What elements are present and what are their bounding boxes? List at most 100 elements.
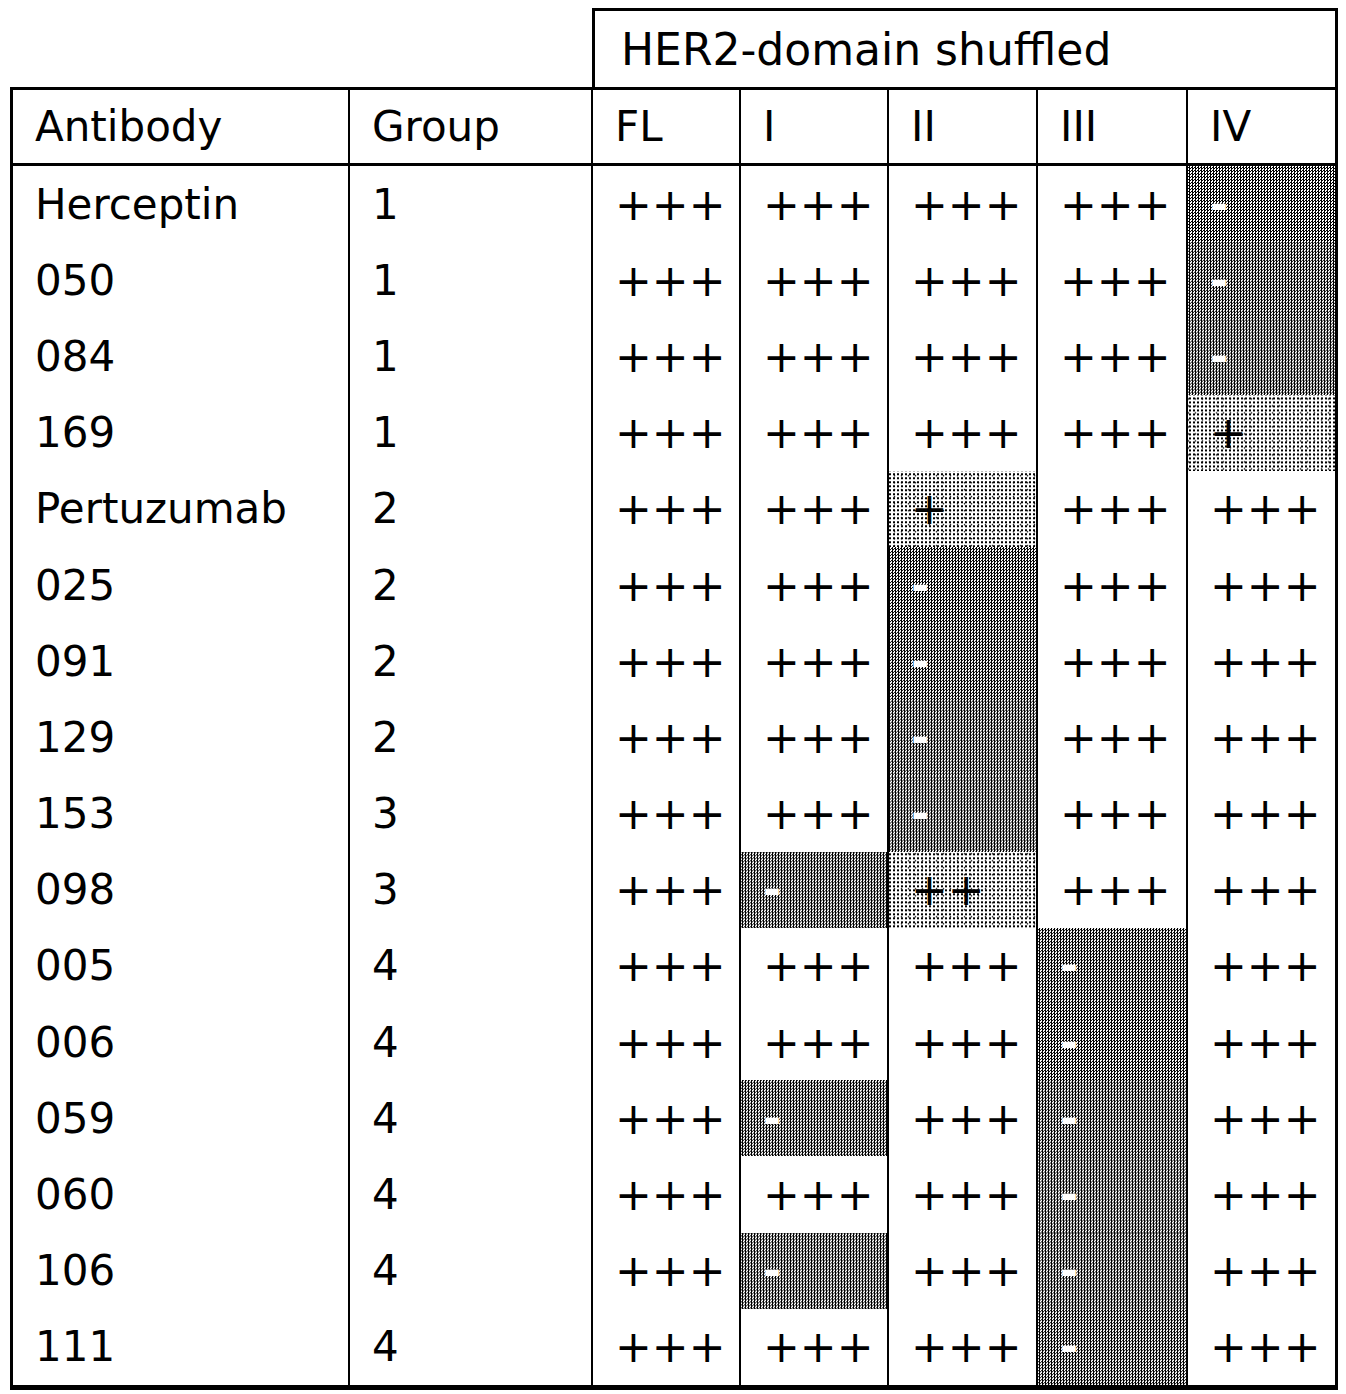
result-cell-iv: -: [1188, 242, 1335, 318]
spanning-header-label: HER2-domain shuffled: [621, 24, 1111, 75]
result-cell-iv: +: [1188, 395, 1335, 471]
result-cell-ii: +: [889, 471, 1038, 547]
antibody-name: 005: [13, 928, 350, 1004]
antibody-name: 050: [13, 242, 350, 318]
result-cell-iii: -: [1038, 1004, 1188, 1080]
group-number: 3: [350, 776, 593, 852]
antibody-name: 006: [13, 1004, 350, 1080]
result-cell-ii: +++: [889, 166, 1038, 242]
antibody-name: 060: [13, 1156, 350, 1232]
group-number: 2: [350, 699, 593, 775]
result-cell-fl: +++: [593, 852, 741, 928]
result-cell-ii: -: [889, 776, 1038, 852]
antibody-name: 169: [13, 395, 350, 471]
antibody-name: 059: [13, 1080, 350, 1156]
result-cell-fl: +++: [593, 318, 741, 394]
result-cell-iii: -: [1038, 1309, 1188, 1385]
group-number: 3: [350, 852, 593, 928]
result-cell-i: -: [741, 1080, 889, 1156]
group-number: 4: [350, 1309, 593, 1385]
result-cell-iii: +++: [1038, 699, 1188, 775]
result-cell-ii: ++: [889, 852, 1038, 928]
group-number: 4: [350, 1080, 593, 1156]
column-header-group: Group: [350, 90, 593, 166]
result-cell-fl: +++: [593, 547, 741, 623]
result-cell-i: +++: [741, 471, 889, 547]
result-cell-ii: -: [889, 547, 1038, 623]
column-header-fl: FL: [593, 90, 741, 166]
antibody-binding-table: AntibodyGroupFLIIIIIIIVHerceptin1+++++++…: [10, 87, 1338, 1390]
result-cell-iii: -: [1038, 928, 1188, 1004]
result-cell-fl: +++: [593, 1233, 741, 1309]
result-cell-iv: -: [1188, 318, 1335, 394]
result-cell-iii: +++: [1038, 623, 1188, 699]
result-cell-iii: -: [1038, 1233, 1188, 1309]
result-cell-i: +++: [741, 1156, 889, 1232]
result-cell-fl: +++: [593, 699, 741, 775]
result-cell-i: +++: [741, 395, 889, 471]
result-cell-iii: +++: [1038, 166, 1188, 242]
result-cell-iii: -: [1038, 1080, 1188, 1156]
column-header-iv: IV: [1188, 90, 1335, 166]
patent-table-page: HER2-domain shuffled AntibodyGroupFLIIII…: [0, 0, 1346, 1394]
group-number: 1: [350, 166, 593, 242]
group-number: 1: [350, 318, 593, 394]
result-cell-ii: +++: [889, 1233, 1038, 1309]
result-cell-i: +++: [741, 623, 889, 699]
column-header-antibody: Antibody: [13, 90, 350, 166]
result-cell-fl: +++: [593, 1156, 741, 1232]
result-cell-ii: +++: [889, 242, 1038, 318]
group-number: 4: [350, 1233, 593, 1309]
group-number: 4: [350, 1156, 593, 1232]
result-cell-ii: -: [889, 699, 1038, 775]
result-cell-i: -: [741, 1233, 889, 1309]
result-cell-ii: +++: [889, 1309, 1038, 1385]
result-cell-iii: +++: [1038, 547, 1188, 623]
column-header-iii: III: [1038, 90, 1188, 166]
group-number: 1: [350, 242, 593, 318]
result-cell-i: +++: [741, 776, 889, 852]
result-cell-fl: +++: [593, 1309, 741, 1385]
group-number: 2: [350, 471, 593, 547]
result-cell-i: +++: [741, 699, 889, 775]
result-cell-fl: +++: [593, 242, 741, 318]
result-cell-iv: +++: [1188, 1080, 1335, 1156]
antibody-name: 098: [13, 852, 350, 928]
result-cell-fl: +++: [593, 166, 741, 242]
result-cell-fl: +++: [593, 776, 741, 852]
result-cell-ii: +++: [889, 928, 1038, 1004]
result-cell-i: +++: [741, 166, 889, 242]
result-cell-iii: +++: [1038, 776, 1188, 852]
result-cell-ii: +++: [889, 318, 1038, 394]
group-number: 2: [350, 623, 593, 699]
group-number: 1: [350, 395, 593, 471]
antibody-name: 153: [13, 776, 350, 852]
group-number: 2: [350, 547, 593, 623]
result-cell-fl: +++: [593, 623, 741, 699]
result-cell-iii: +++: [1038, 242, 1188, 318]
antibody-name: Herceptin: [13, 166, 350, 242]
result-cell-i: +++: [741, 242, 889, 318]
result-cell-ii: +++: [889, 1004, 1038, 1080]
result-cell-fl: +++: [593, 1080, 741, 1156]
result-cell-ii: +++: [889, 1080, 1038, 1156]
result-cell-iv: +++: [1188, 471, 1335, 547]
column-header-i: I: [741, 90, 889, 166]
column-header-ii: II: [889, 90, 1038, 166]
antibody-name: 084: [13, 318, 350, 394]
result-cell-iv: +++: [1188, 1309, 1335, 1385]
result-cell-i: +++: [741, 1004, 889, 1080]
antibody-name: 106: [13, 1233, 350, 1309]
result-cell-iii: -: [1038, 1156, 1188, 1232]
result-cell-ii: +++: [889, 395, 1038, 471]
result-cell-iv: +++: [1188, 852, 1335, 928]
result-cell-fl: +++: [593, 1004, 741, 1080]
result-cell-ii: -: [889, 623, 1038, 699]
result-cell-fl: +++: [593, 395, 741, 471]
group-number: 4: [350, 928, 593, 1004]
result-cell-iii: +++: [1038, 852, 1188, 928]
result-cell-fl: +++: [593, 471, 741, 547]
result-cell-i: +++: [741, 928, 889, 1004]
result-cell-iv: +++: [1188, 623, 1335, 699]
antibody-name: 129: [13, 699, 350, 775]
